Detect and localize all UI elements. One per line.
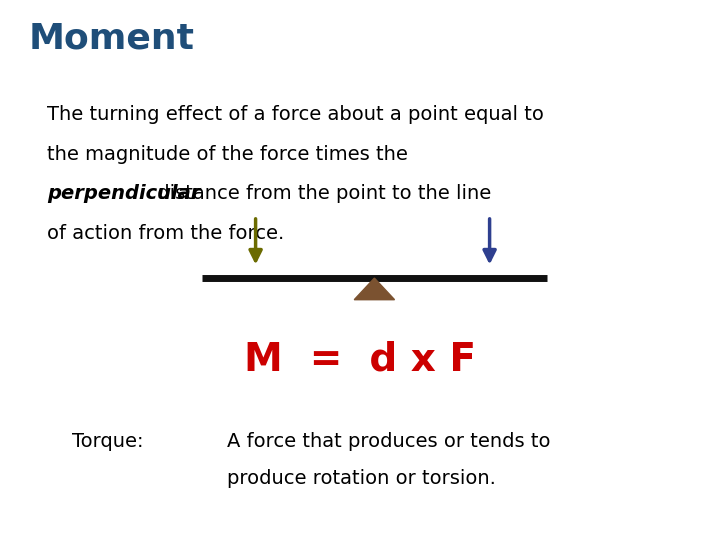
Text: Torque:: Torque: (72, 432, 143, 451)
Text: of action from the force.: of action from the force. (47, 224, 284, 242)
Text: produce rotation or torsion.: produce rotation or torsion. (227, 469, 495, 488)
Text: M  =  d x F: M = d x F (244, 340, 476, 378)
Text: A force that produces or tends to: A force that produces or tends to (227, 432, 550, 451)
Text: The turning effect of a force about a point equal to: The turning effect of a force about a po… (47, 105, 544, 124)
Polygon shape (354, 278, 395, 300)
Text: Moment: Moment (29, 22, 195, 56)
Text: distance from the point to the line: distance from the point to the line (151, 184, 492, 203)
Text: the magnitude of the force times the: the magnitude of the force times the (47, 145, 408, 164)
Text: perpendicular: perpendicular (47, 184, 200, 203)
